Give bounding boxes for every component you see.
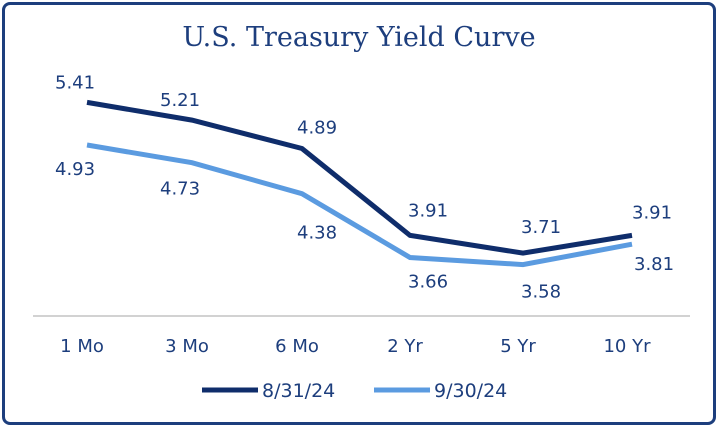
x-tick-label: 2 Yr: [387, 336, 423, 357]
legend-label-2: 9/30/24: [434, 380, 507, 402]
chart-title: U.S. Treasury Yield Curve: [182, 22, 536, 53]
data-label: 4.38: [297, 223, 337, 244]
data-label: 4.89: [297, 118, 337, 139]
data-label: 3.91: [632, 202, 672, 223]
data-label: 3.71: [521, 217, 561, 238]
x-tick-label: 1 Mo: [60, 336, 104, 357]
data-label: 3.81: [634, 254, 674, 275]
legend-label-1: 8/31/24: [262, 380, 335, 402]
data-label: 5.21: [160, 90, 200, 111]
data-label: 4.93: [55, 159, 95, 180]
series-line-1: [86, 99, 633, 256]
series-line-2: [86, 142, 633, 268]
x-tick-label: 3 Mo: [165, 336, 209, 357]
data-label: 5.41: [55, 72, 95, 93]
data-label: 4.73: [160, 179, 200, 200]
x-tick-label: 10 Yr: [603, 336, 651, 357]
data-label: 3.91: [408, 200, 448, 221]
data-label: 3.58: [521, 282, 561, 303]
data-label: 3.66: [408, 272, 448, 293]
x-tick-label: 6 Mo: [275, 336, 319, 357]
x-tick-label: 5 Yr: [500, 336, 536, 357]
